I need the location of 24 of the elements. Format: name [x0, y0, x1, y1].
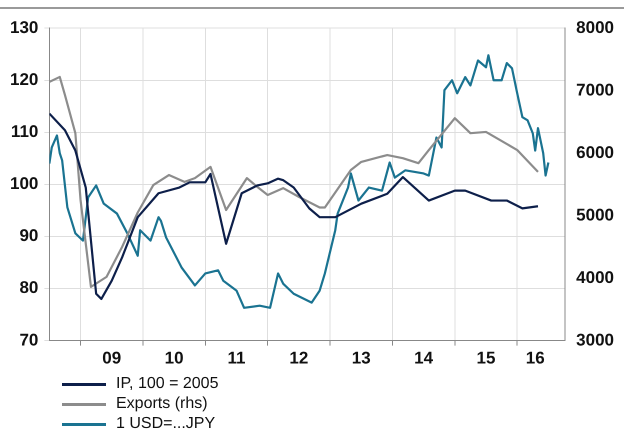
y-tick-label: 100	[10, 174, 38, 194]
x-tick-label: 14	[414, 348, 434, 368]
y2-tick-label: 8000	[576, 18, 614, 37]
legend-label: 1 USD=...JPY	[116, 415, 216, 433]
x-tick-label: 16	[526, 348, 545, 368]
y2-tick-label: 5000	[576, 205, 614, 224]
x-tick-label: 15	[476, 348, 496, 368]
y-tick-label: 70	[19, 330, 38, 350]
x-tick-label: 13	[352, 348, 371, 368]
y-tick-label: 110	[10, 122, 38, 142]
y-tick-label: 90	[19, 226, 38, 246]
legend-label: IP, 100 = 2005	[116, 375, 218, 393]
y2-tick-label: 7000	[576, 80, 614, 100]
y2-tick-label: 3000	[576, 330, 614, 350]
x-tick-label: 10	[164, 348, 184, 368]
x-tick-label: 09	[102, 348, 122, 368]
legend-label: Exports (rhs)	[116, 395, 208, 413]
x-tick-label: 11	[228, 348, 246, 368]
y-tick-label: 80	[19, 278, 38, 298]
x-tick-label: 12	[289, 348, 308, 368]
y-tick-label: 130	[10, 18, 38, 37]
y2-tick-label: 6000	[576, 142, 614, 162]
y2-tick-label: 4000	[576, 268, 614, 287]
y-tick-label: 120	[10, 70, 38, 89]
